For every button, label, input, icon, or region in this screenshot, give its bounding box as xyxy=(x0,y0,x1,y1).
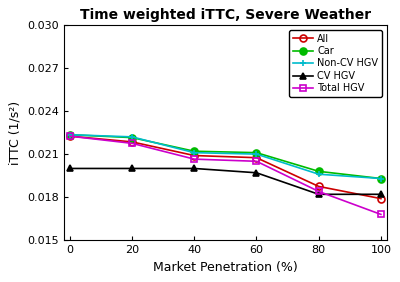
All xyxy=(68,135,72,138)
Line: Total HGV: Total HGV xyxy=(66,133,384,218)
Total HGV xyxy=(192,157,197,161)
CV HGV xyxy=(378,193,383,196)
CV HGV xyxy=(316,193,321,196)
Car xyxy=(316,170,321,173)
CV HGV xyxy=(254,171,259,175)
All xyxy=(316,185,321,188)
Total HGV xyxy=(378,213,383,216)
All xyxy=(254,156,259,159)
CV HGV xyxy=(130,167,134,170)
All xyxy=(378,197,383,200)
Line: CV HGV: CV HGV xyxy=(66,165,384,198)
Non-CV HGV xyxy=(378,177,383,180)
Total HGV xyxy=(254,160,259,163)
Line: Non-CV HGV: Non-CV HGV xyxy=(66,131,384,182)
Non-CV HGV xyxy=(316,173,321,176)
Non-CV HGV xyxy=(68,133,72,136)
Line: Car: Car xyxy=(66,131,384,182)
Line: All: All xyxy=(66,133,384,202)
X-axis label: Market Penetration (%): Market Penetration (%) xyxy=(153,261,298,274)
Car xyxy=(68,133,72,136)
Y-axis label: iTTC (1/s²): iTTC (1/s²) xyxy=(8,100,21,165)
Car xyxy=(378,177,383,180)
CV HGV xyxy=(192,167,197,170)
Non-CV HGV xyxy=(192,151,197,154)
CV HGV xyxy=(68,167,72,170)
Total HGV xyxy=(130,142,134,145)
Non-CV HGV xyxy=(130,135,134,138)
Non-CV HGV xyxy=(254,152,259,156)
Total HGV xyxy=(68,135,72,138)
Total HGV xyxy=(316,190,321,193)
Legend: All, Car, Non-CV HGV, CV HGV, Total HGV: All, Car, Non-CV HGV, CV HGV, Total HGV xyxy=(289,30,382,97)
All xyxy=(130,140,134,144)
Car xyxy=(130,136,134,139)
All xyxy=(192,154,197,157)
Title: Time weighted iTTC, Severe Weather: Time weighted iTTC, Severe Weather xyxy=(80,8,371,22)
Car xyxy=(192,149,197,153)
Car xyxy=(254,151,259,154)
